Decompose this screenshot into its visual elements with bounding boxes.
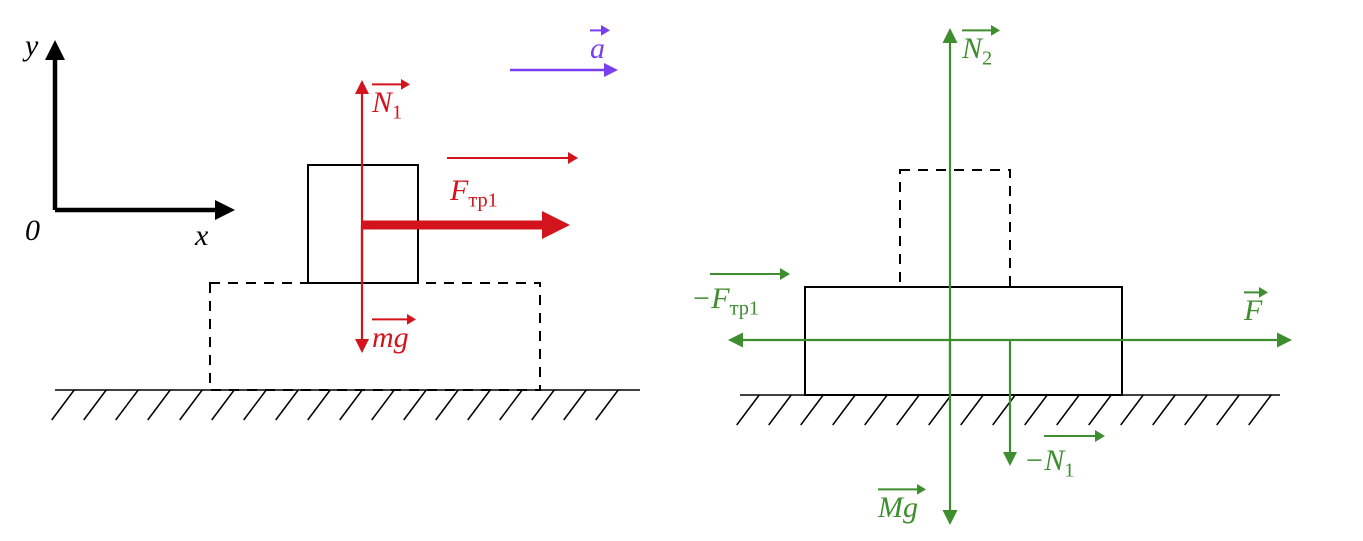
- axis-y-label: y: [22, 29, 39, 62]
- vector-label: mg: [372, 321, 409, 354]
- minus-ftr1-label: −Fтр1: [691, 282, 759, 320]
- left-diagram: 0 x y N1 mg Fтр1 a: [22, 25, 640, 420]
- ftr1-label: Fтр1: [449, 174, 498, 212]
- vector-label: Mg: [877, 491, 918, 524]
- minus-n1-label: −N1: [1024, 444, 1074, 482]
- axis-origin-label: 0: [25, 214, 40, 247]
- vector-label: N1: [371, 86, 402, 124]
- vector-label: N2: [961, 32, 992, 70]
- vector-label: F: [1243, 294, 1263, 327]
- vector-label: a: [590, 32, 605, 65]
- axis-x-label: x: [194, 219, 209, 252]
- right-diagram: N2 Mg −N1 F −Fтр1: [691, 25, 1292, 525]
